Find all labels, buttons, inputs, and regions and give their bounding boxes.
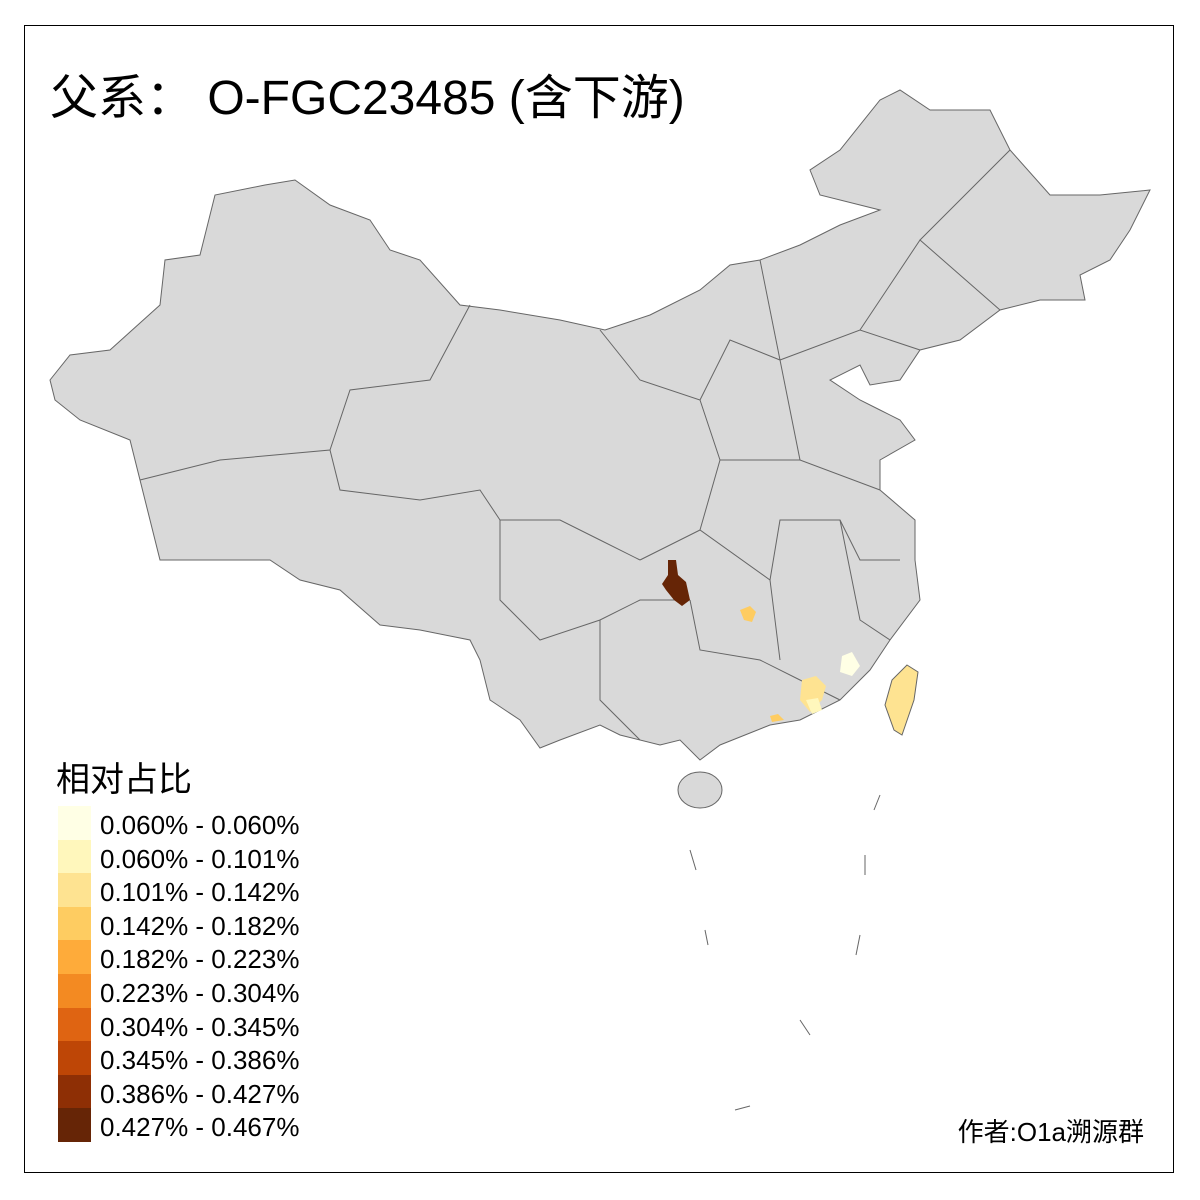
legend-label: 0.386% - 0.427% [100,1078,300,1109]
legend-swatch [58,906,91,941]
legend-swatch [58,1007,91,1042]
legend-title: 相对占比 [56,761,192,799]
region-0.427-0.467 [662,560,690,606]
province-borders [139,149,1011,741]
legend-item: 0.345% - 0.386% [58,1041,378,1076]
south-china-sea-islands [689,794,881,1111]
legend-item: 0.060% - 0.060% [58,806,378,840]
legend-swatch [58,873,91,908]
legend-swatch [58,839,91,874]
legend-label: 0.142% - 0.182% [100,910,300,941]
legend-item: 0.060% - 0.101% [58,839,378,874]
legend-item: 0.223% - 0.304% [58,974,378,1008]
region-0.142-0.182-b [770,714,784,722]
legend-item: 0.304% - 0.345% [58,1007,378,1042]
legend-swatch [58,940,91,975]
legend-item: 0.101% - 0.142% [58,873,378,908]
legend-item: 0.427% - 0.467% [58,1108,378,1143]
hainan [677,771,723,809]
map-title: 父系： O-FGC23485 (含下游) [50,72,685,125]
legend-swatch [58,1108,91,1143]
legend-label: 0.427% - 0.467% [100,1112,300,1143]
legend-swatch [58,974,91,1008]
region-0.142-0.182-a [740,606,756,622]
legend-label: 0.060% - 0.060% [100,810,300,840]
region-0.101-0.142 [800,676,826,712]
legend-label: 0.060% - 0.101% [100,843,300,874]
legend-item: 0.386% - 0.427% [58,1074,378,1109]
author-credit: 作者:O1a溯源群 [957,1117,1144,1147]
legend-label: 0.223% - 0.304% [100,978,300,1008]
region-0.060-0.101 [806,698,822,714]
legend-label: 0.101% - 0.142% [100,877,300,908]
region-0.060-0.060 [840,652,860,676]
legend-label: 0.345% - 0.386% [100,1045,300,1076]
legend-label: 0.304% - 0.345% [100,1011,300,1042]
legend-item: 0.142% - 0.182% [58,906,378,941]
plot-panel-border [24,25,1174,1173]
legend-label: 0.182% - 0.223% [100,944,300,975]
legend-swatch [58,1041,91,1076]
legend-swatch [58,806,91,840]
legend-swatch [58,1074,91,1109]
legend-item: 0.182% - 0.223% [58,940,378,975]
china-mainland [49,89,1151,761]
taiwan [884,664,919,736]
